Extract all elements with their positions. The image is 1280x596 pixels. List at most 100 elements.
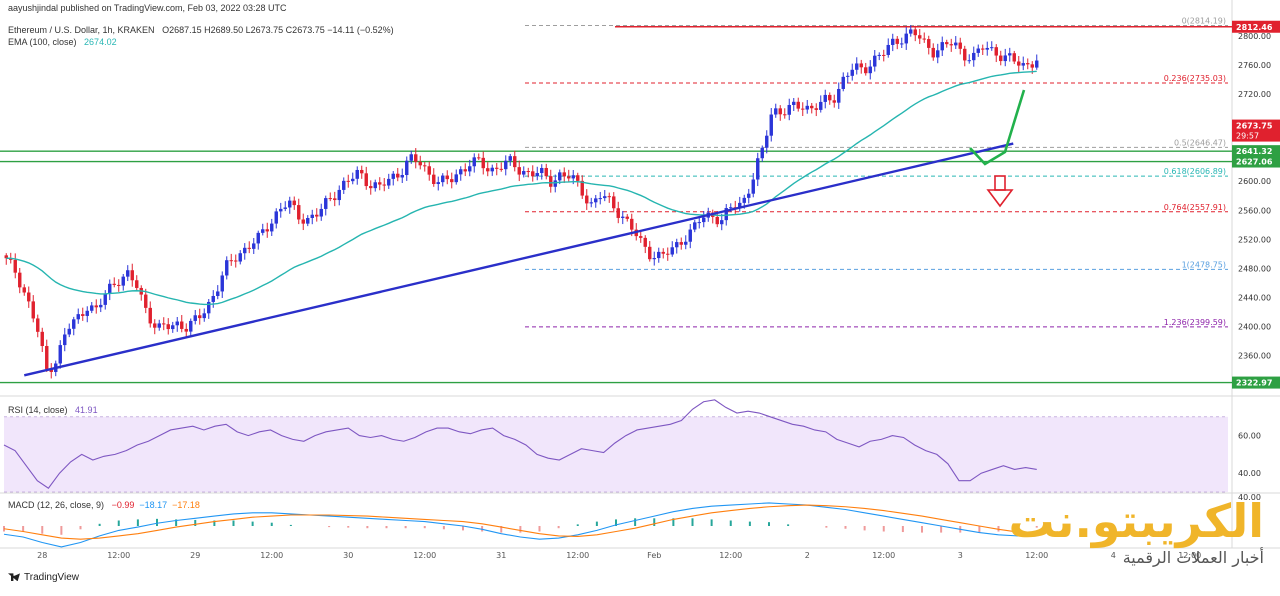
candle-body <box>22 287 26 293</box>
candle-body <box>877 54 881 56</box>
candle-body <box>603 196 607 199</box>
candle-body <box>49 368 53 372</box>
candle-body <box>1008 53 1012 56</box>
candle-body <box>859 63 863 68</box>
candle-body <box>76 314 80 320</box>
candle-body <box>225 260 229 276</box>
y-tick-label: 2720.00 <box>1238 90 1271 99</box>
candle-body <box>621 216 625 218</box>
candle-body <box>148 307 152 324</box>
red-arrow-head <box>986 189 1014 208</box>
x-tick-label: Feb <box>647 551 661 560</box>
candle-body <box>940 42 944 51</box>
macd-line <box>3 502 1037 548</box>
candle-body <box>796 101 800 109</box>
candle-body <box>589 202 593 204</box>
candle-body <box>207 301 211 314</box>
candle-body <box>90 305 94 311</box>
candle-body <box>868 66 872 74</box>
level-tag-label: 2812.46 <box>1236 23 1273 32</box>
fib-level-label: 1(2478.75) <box>1182 260 1226 269</box>
fib-level-label: 0.236(2735.03) <box>1164 74 1226 83</box>
candle-body <box>517 167 521 175</box>
candle-body <box>333 198 337 201</box>
candle-body <box>1012 53 1016 62</box>
candle-body <box>45 346 49 369</box>
countdown-label: 29:57 <box>1236 132 1259 141</box>
x-tick-label: 12:00 <box>107 551 130 560</box>
candle-body <box>580 180 584 196</box>
candle-body <box>585 195 589 204</box>
candle-body <box>688 229 692 242</box>
candle-body <box>949 44 953 46</box>
candle-body <box>301 219 305 224</box>
candle-body <box>837 88 841 103</box>
candle-body <box>630 218 634 230</box>
candle-body <box>252 243 256 249</box>
candle-body <box>63 334 67 346</box>
candle-body <box>85 310 89 316</box>
candle-body <box>553 180 557 187</box>
candle-body <box>445 175 449 180</box>
x-tick-label: 12:00 <box>872 551 895 560</box>
x-tick-label: 2 <box>805 551 810 560</box>
candle-body <box>328 198 332 200</box>
y-tick-label: 2600.00 <box>1238 177 1271 186</box>
candle-body <box>99 304 103 308</box>
candle-body <box>990 47 994 49</box>
x-tick-label: 3 <box>958 551 963 560</box>
candle-body <box>639 236 643 238</box>
candle-body <box>454 174 458 183</box>
candle-body <box>904 33 908 44</box>
candle-body <box>441 175 445 183</box>
candle-body <box>126 270 130 277</box>
candle-body <box>274 211 278 224</box>
candle-body <box>436 182 440 185</box>
candle-body <box>850 69 854 76</box>
macd-legend: MACD (12, 26, close, 9) −0.99 −18.17 −17… <box>8 500 200 510</box>
candle-body <box>976 48 980 53</box>
tradingview-footer[interactable]: TradingView <box>8 572 79 583</box>
candle-body <box>58 345 62 364</box>
candle-body <box>882 54 886 56</box>
candle-body <box>810 105 814 109</box>
candle-body <box>787 104 791 115</box>
ema-legend: EMA (100, close) 2674.02 <box>8 37 117 47</box>
candle-body <box>945 42 949 45</box>
candle-body <box>72 319 76 329</box>
macd-tick-label: 40.00 <box>1238 493 1261 502</box>
candle-body <box>4 255 8 259</box>
tradingview-logo-icon <box>8 573 20 582</box>
ascending-trendline <box>23 142 1014 377</box>
candle-body <box>747 193 751 198</box>
candle-body <box>558 172 562 181</box>
y-tick-label: 2360.00 <box>1238 352 1271 361</box>
candle-body <box>855 63 859 70</box>
candle-body <box>409 154 413 161</box>
candle-body <box>315 214 319 217</box>
candle-body <box>364 173 368 187</box>
x-tick-label: 29 <box>190 551 200 560</box>
y-tick-label: 2560.00 <box>1238 206 1271 215</box>
symbol-line: Ethereum / U.S. Dollar, 1h, KRAKEN O2687… <box>8 25 394 35</box>
y-tick-label: 2400.00 <box>1238 323 1271 332</box>
candle-body <box>472 157 476 167</box>
candle-body <box>459 169 463 175</box>
last-price-label: 2673.75 <box>1236 122 1273 131</box>
candle-body <box>423 165 427 167</box>
candle-body <box>342 180 346 190</box>
y-tick-label: 2760.00 <box>1238 61 1271 70</box>
candle-body <box>643 237 647 247</box>
candle-body <box>247 247 251 249</box>
candle-body <box>954 42 958 46</box>
rsi-label: RSI (14, close) <box>8 405 68 415</box>
candle-body <box>675 242 679 248</box>
candle-body <box>297 205 301 220</box>
candle-body <box>499 168 503 170</box>
candle-body <box>504 160 508 170</box>
candle-body <box>490 167 494 172</box>
candle-body <box>900 43 904 45</box>
rsi-band <box>4 416 1228 492</box>
candle-body <box>652 258 656 260</box>
candle-body <box>846 75 850 77</box>
